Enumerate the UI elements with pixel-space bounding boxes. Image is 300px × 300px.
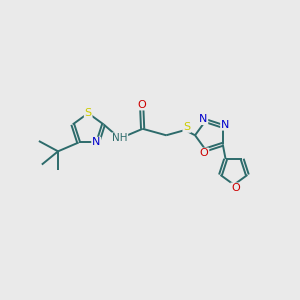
Text: O: O bbox=[200, 148, 208, 158]
Text: N: N bbox=[92, 137, 100, 148]
Text: S: S bbox=[183, 122, 190, 132]
Text: N: N bbox=[221, 120, 229, 130]
Text: S: S bbox=[85, 108, 92, 118]
Text: N: N bbox=[199, 114, 208, 124]
Text: NH: NH bbox=[112, 133, 128, 143]
Text: O: O bbox=[137, 100, 146, 110]
Text: O: O bbox=[231, 183, 240, 193]
